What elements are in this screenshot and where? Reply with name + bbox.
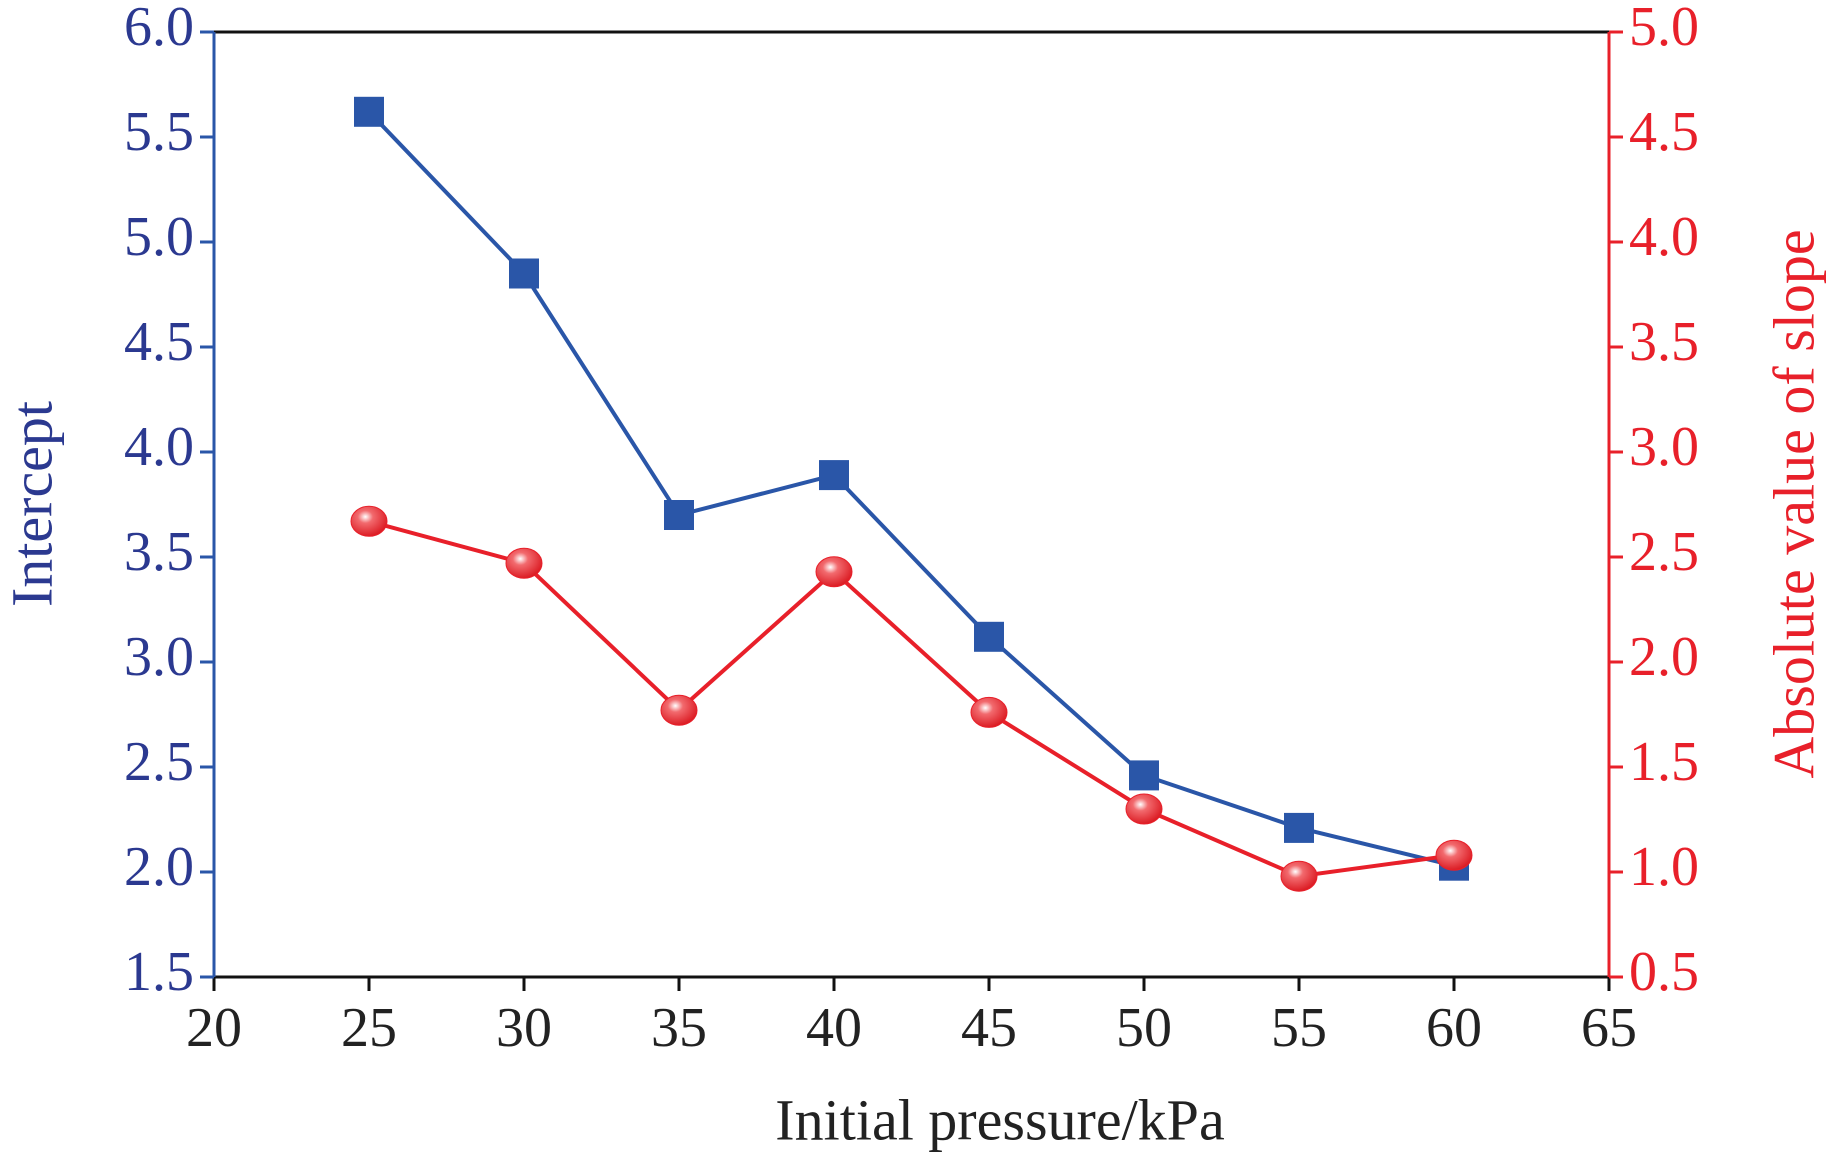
data-point (1280, 860, 1318, 892)
y2-tick-label: 4.0 (1629, 206, 1699, 268)
data-point (350, 505, 388, 537)
y2-tick-label: 1.0 (1629, 836, 1699, 898)
x-tick-label: 55 (1271, 997, 1327, 1059)
y-tick-label: 4.5 (124, 311, 194, 373)
y2-tick-label: 0.5 (1629, 941, 1699, 1003)
y2-tick-label: 1.5 (1629, 731, 1699, 793)
y2-tick-label: 5.0 (1629, 0, 1699, 58)
data-point (660, 694, 698, 726)
y-tick-label: 4.0 (124, 416, 194, 478)
x-tick-label: 45 (961, 997, 1017, 1059)
y2-tick-label: 3.0 (1629, 416, 1699, 478)
data-point (1435, 839, 1473, 871)
y-tick-label: 2.0 (124, 836, 194, 898)
x-tick-label: 40 (806, 997, 862, 1059)
y-axis-label: Intercept (0, 401, 64, 607)
y-tick-label: 3.5 (124, 521, 194, 583)
x-tick-label: 30 (496, 997, 552, 1059)
data-point (1284, 812, 1314, 843)
data-point (505, 547, 543, 579)
x-tick-label: 25 (341, 997, 397, 1059)
x-tick-label: 50 (1116, 997, 1172, 1059)
y-tick-label: 2.5 (124, 731, 194, 793)
data-point (1125, 793, 1163, 825)
y2-axis-label: Absolute value of slope (1761, 229, 1826, 778)
series-line (368, 519, 1455, 879)
x-tick-label: 65 (1581, 997, 1637, 1059)
data-point (815, 556, 853, 588)
x-tick-label: 60 (1426, 997, 1482, 1059)
data-point (664, 500, 694, 530)
y-tick-label: 1.5 (124, 941, 194, 1003)
data-point (1129, 760, 1159, 791)
data-point (509, 258, 539, 289)
data-point (354, 96, 384, 127)
y2-tick-label: 2.5 (1629, 521, 1699, 583)
y-tick-label: 6.0 (124, 0, 194, 58)
y2-tick-label: 3.5 (1629, 311, 1699, 373)
data-point (970, 696, 1008, 728)
y2-tick-label: 4.5 (1629, 101, 1699, 163)
data-point (974, 621, 1004, 652)
y-tick-label: 5.0 (124, 206, 194, 268)
y-tick-label: 5.5 (124, 101, 194, 163)
x-tick-label: 20 (186, 997, 242, 1059)
x-tick-label: 35 (651, 997, 707, 1059)
y-tick-label: 3.0 (124, 626, 194, 688)
series-line (367, 110, 1455, 868)
x-axis-label: Initial pressure/kPa (775, 1087, 1224, 1152)
y2-tick-label: 2.0 (1629, 626, 1699, 688)
data-point (819, 460, 849, 491)
